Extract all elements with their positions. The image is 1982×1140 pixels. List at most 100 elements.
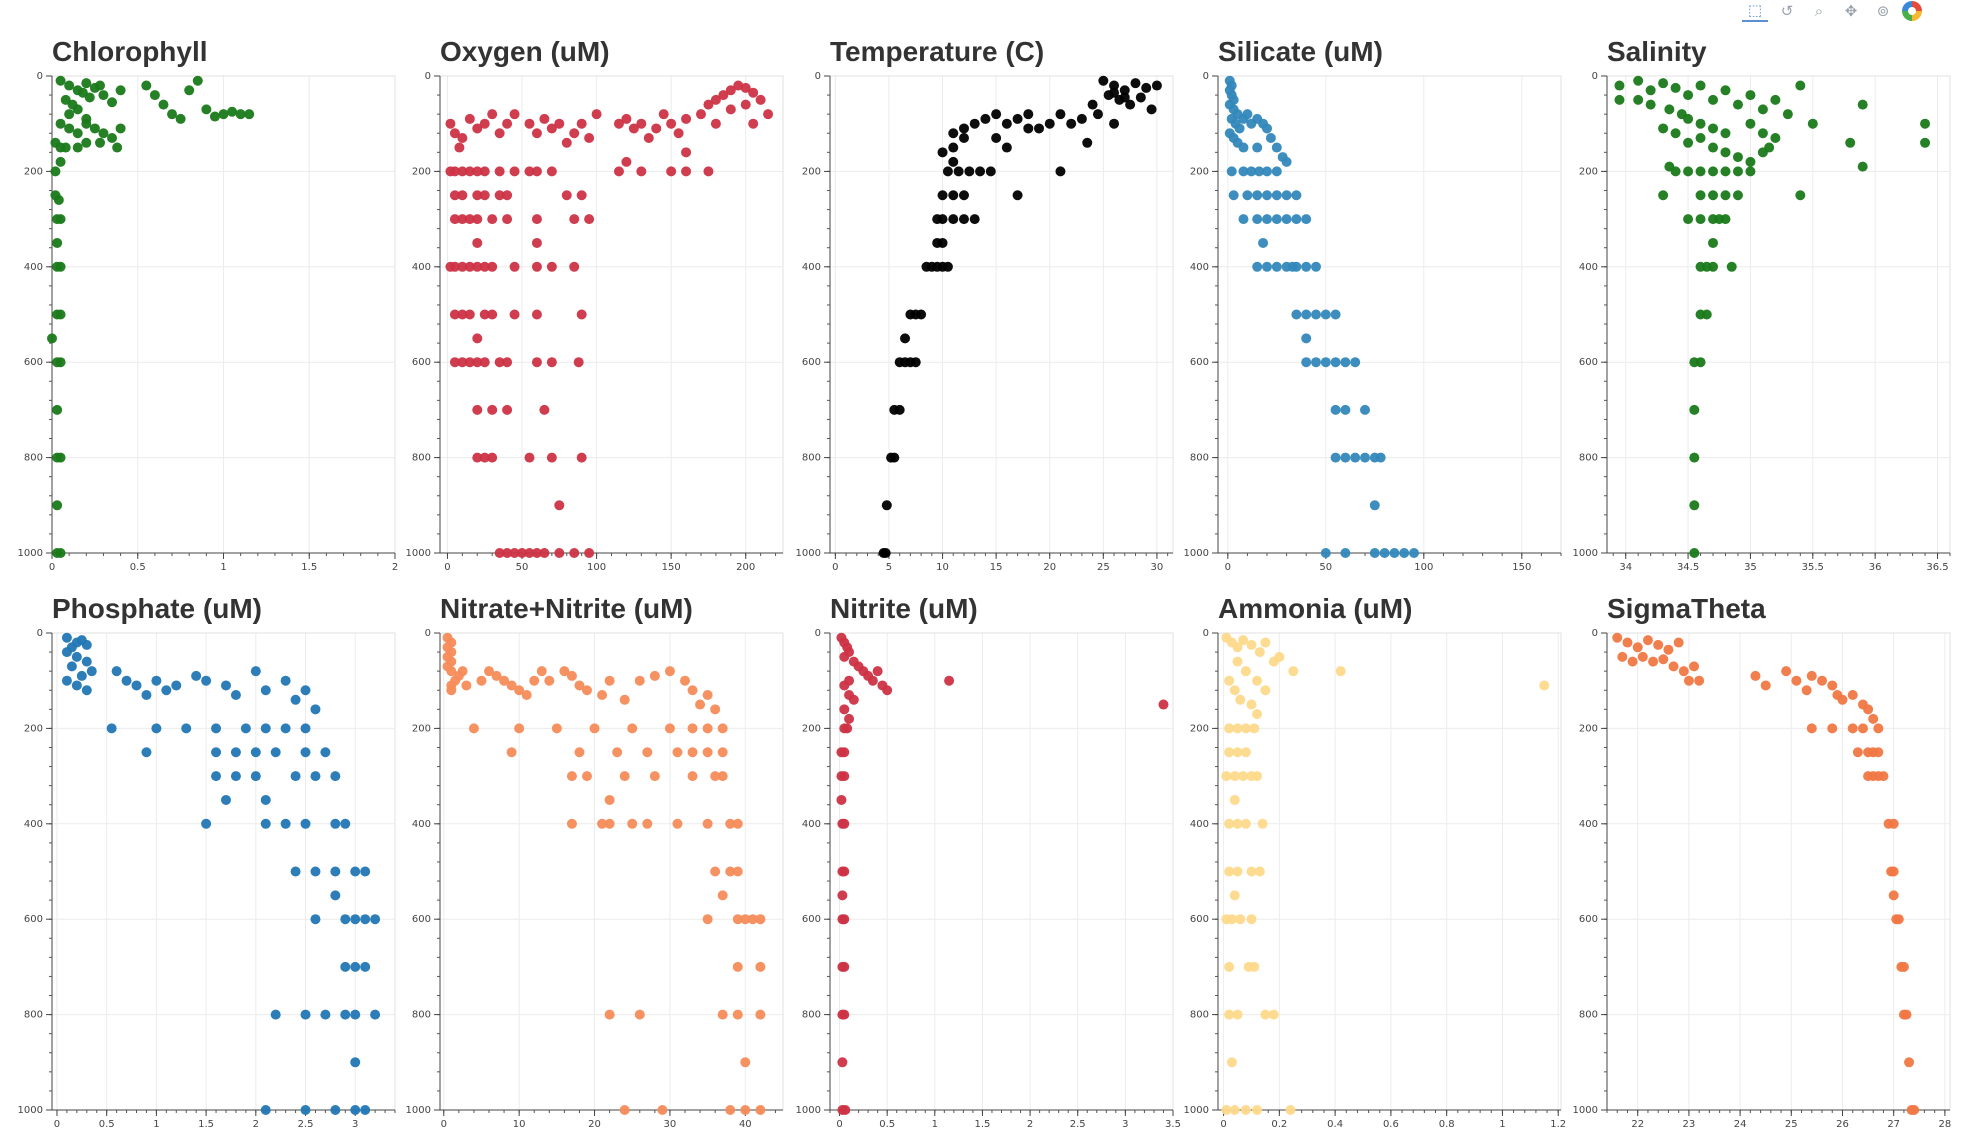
data-point[interactable]: [1271, 214, 1282, 225]
data-point[interactable]: [755, 94, 766, 105]
data-point[interactable]: [330, 866, 341, 877]
data-point[interactable]: [192, 75, 203, 86]
data-point[interactable]: [1658, 654, 1669, 665]
data-point[interactable]: [839, 1009, 850, 1020]
data-point[interactable]: [755, 1009, 766, 1020]
data-point[interactable]: [1389, 548, 1400, 558]
data-point[interactable]: [948, 190, 959, 201]
data-point[interactable]: [664, 666, 675, 677]
data-point[interactable]: [844, 713, 855, 724]
data-point[interactable]: [1262, 190, 1272, 201]
data-point[interactable]: [842, 723, 853, 734]
data-point[interactable]: [95, 137, 106, 148]
data-point[interactable]: [55, 357, 66, 368]
data-point[interactable]: [509, 309, 520, 320]
data-point[interactable]: [1238, 635, 1249, 646]
data-point[interactable]: [569, 128, 580, 139]
data-point[interactable]: [1827, 680, 1838, 691]
data-point[interactable]: [55, 452, 66, 463]
data-point[interactable]: [687, 685, 698, 696]
data-point[interactable]: [502, 548, 513, 558]
data-point[interactable]: [1076, 113, 1087, 124]
data-point[interactable]: [839, 704, 850, 715]
data-point[interactable]: [71, 651, 82, 662]
data-point[interactable]: [300, 1009, 311, 1020]
data-point[interactable]: [149, 90, 160, 101]
data-point[interactable]: [52, 404, 63, 415]
data-point[interactable]: [574, 680, 585, 691]
data-point[interactable]: [942, 261, 953, 272]
data-point[interactable]: [1238, 142, 1249, 153]
data-point[interactable]: [657, 1105, 668, 1115]
data-point[interactable]: [300, 818, 311, 829]
data-point[interactable]: [1229, 890, 1240, 901]
data-point[interactable]: [514, 723, 525, 734]
data-point[interactable]: [1708, 261, 1719, 272]
data-point[interactable]: [1837, 694, 1848, 705]
data-point[interactable]: [1720, 128, 1731, 139]
data-point[interactable]: [725, 1105, 736, 1115]
data-point[interactable]: [1242, 109, 1253, 120]
data-point[interactable]: [839, 866, 850, 877]
data-point[interactable]: [457, 666, 468, 677]
data-point[interactable]: [604, 1009, 615, 1020]
data-point[interactable]: [1683, 90, 1694, 101]
data-point[interactable]: [531, 166, 542, 177]
data-point[interactable]: [1001, 118, 1012, 129]
data-point[interactable]: [260, 1105, 271, 1115]
data-point[interactable]: [1224, 961, 1235, 972]
data-point[interactable]: [1901, 1009, 1912, 1020]
data-point[interactable]: [544, 675, 555, 686]
data-point[interactable]: [1689, 548, 1700, 558]
data-point[interactable]: [574, 747, 585, 758]
data-point[interactable]: [559, 666, 570, 677]
data-point[interactable]: [569, 214, 580, 225]
data-point[interactable]: [1668, 661, 1679, 672]
data-point[interactable]: [1252, 261, 1263, 272]
data-point[interactable]: [1695, 214, 1706, 225]
data-point[interactable]: [472, 404, 483, 415]
data-point[interactable]: [1806, 670, 1817, 681]
data-point[interactable]: [969, 214, 980, 225]
data-point[interactable]: [886, 452, 897, 463]
data-point[interactable]: [72, 142, 83, 153]
data-point[interactable]: [98, 90, 109, 101]
data-point[interactable]: [1720, 190, 1731, 201]
data-point[interactable]: [201, 675, 212, 686]
data-point[interactable]: [60, 142, 71, 153]
data-point[interactable]: [1320, 357, 1331, 368]
data-point[interactable]: [937, 237, 948, 248]
data-point[interactable]: [1260, 1009, 1271, 1020]
data-point[interactable]: [651, 123, 662, 134]
data-point[interactable]: [1224, 723, 1235, 734]
data-point[interactable]: [479, 166, 490, 177]
data-point[interactable]: [1633, 94, 1644, 105]
data-point[interactable]: [1857, 99, 1868, 110]
data-point[interactable]: [52, 237, 63, 248]
data-point[interactable]: [763, 109, 774, 120]
data-point[interactable]: [681, 113, 692, 124]
data-point[interactable]: [472, 357, 483, 368]
data-point[interactable]: [747, 914, 758, 925]
data-point[interactable]: [948, 214, 959, 225]
data-point[interactable]: [1125, 99, 1136, 110]
data-point[interactable]: [612, 747, 623, 758]
data-point[interactable]: [1232, 656, 1243, 667]
data-point[interactable]: [141, 747, 152, 758]
data-point[interactable]: [457, 357, 468, 368]
data-point[interactable]: [350, 1105, 361, 1115]
data-point[interactable]: [167, 109, 178, 120]
data-point[interactable]: [703, 166, 714, 177]
data-point[interactable]: [1226, 1057, 1237, 1068]
data-point[interactable]: [1287, 261, 1298, 272]
data-point[interactable]: [64, 109, 75, 120]
data-point[interactable]: [839, 771, 850, 782]
data-point[interactable]: [1260, 685, 1271, 696]
data-point[interactable]: [1708, 190, 1719, 201]
plot-area-temperature-c[interactable]: 0 5 10 15 20 25 30 0 200 400 600 800 1000: [796, 71, 1174, 583]
lasso-select-tool-icon[interactable]: ↺: [1780, 2, 1794, 20]
data-point[interactable]: [1135, 92, 1146, 103]
data-point[interactable]: [1350, 452, 1361, 463]
data-point[interactable]: [958, 133, 969, 144]
data-point[interactable]: [449, 357, 460, 368]
